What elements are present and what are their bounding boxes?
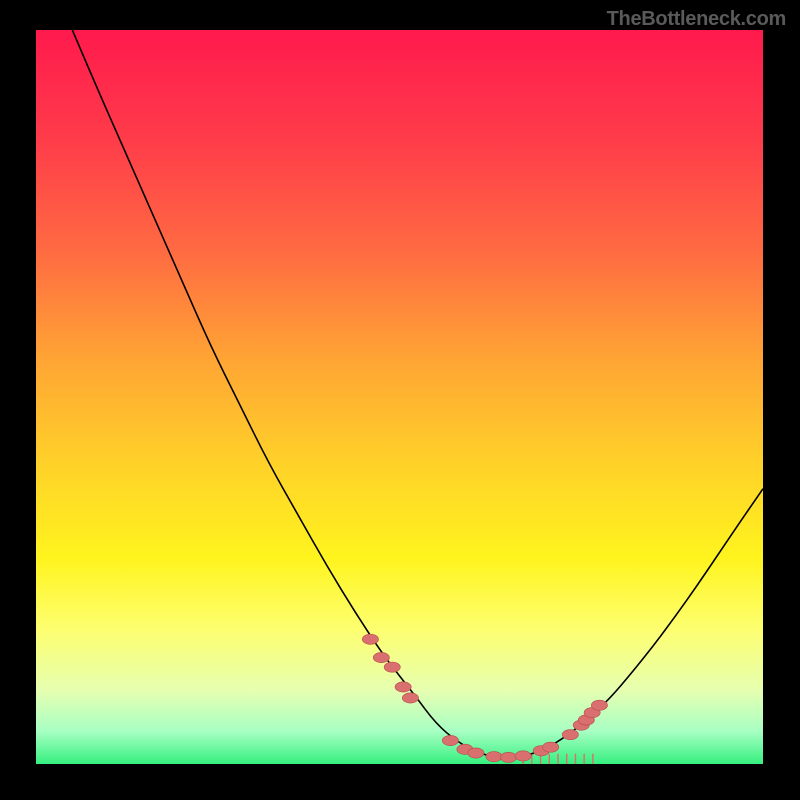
- curve-marker: [362, 634, 378, 644]
- curve-marker: [442, 735, 458, 745]
- chart-svg: [36, 30, 763, 764]
- curve-marker: [591, 700, 607, 710]
- curve-marker: [384, 662, 400, 672]
- chart-plot-area: [36, 30, 763, 764]
- curve-marker: [486, 752, 502, 762]
- curve-marker: [562, 730, 578, 740]
- chart-background: [36, 30, 763, 764]
- curve-marker: [395, 682, 411, 692]
- curve-marker: [515, 751, 531, 761]
- curve-marker: [402, 693, 418, 703]
- curve-marker: [468, 748, 484, 758]
- curve-marker: [543, 742, 559, 752]
- curve-marker: [373, 652, 389, 662]
- curve-marker: [500, 752, 516, 762]
- watermark-text: TheBottleneck.com: [607, 8, 786, 31]
